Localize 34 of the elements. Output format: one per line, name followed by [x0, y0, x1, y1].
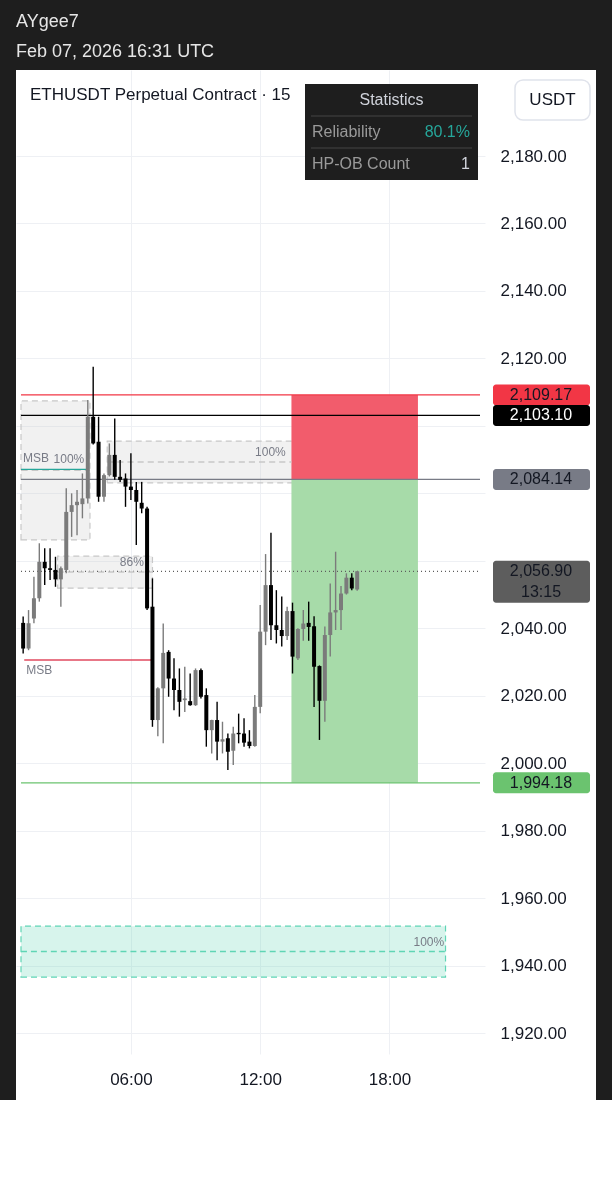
series-label: 86% [119, 555, 145, 570]
ref-line-label: 2,109.17 [509, 385, 573, 403]
x-tick-label: 06:00 [110, 1069, 153, 1089]
text: Feb 07, 2026 16:31 UTC [16, 41, 215, 61]
y-tick-label: 1,920.00 [500, 1023, 567, 1043]
ref-line-label: 1,994.18 [509, 773, 573, 791]
series-label: 100% [255, 445, 287, 460]
ref-line-label: 2,056.90 13:15 [509, 562, 573, 601]
y-tick-label: 1,940.00 [500, 956, 567, 976]
text: AYgee7 [16, 11, 79, 31]
ref-line-label: 2,103.10 [509, 406, 573, 424]
annotation: 80.1% [424, 123, 470, 140]
y-tick-label: 1,960.00 [500, 888, 567, 908]
y-axis-title: USDT [529, 90, 576, 109]
y-tick-label: 2,040.00 [500, 618, 567, 638]
series-label: MSB [26, 663, 53, 677]
y-tick-label: 2,120.00 [500, 348, 567, 368]
y-tick-label: 1,980.00 [500, 821, 567, 841]
series-label: 100% [53, 451, 85, 466]
text: ETHUSDT Perpetual Contract · 15 [30, 85, 291, 104]
annotation: 1 [461, 155, 471, 172]
x-tick-label: 18:00 [368, 1069, 412, 1089]
annotation: Statistics [359, 91, 424, 108]
x-tick-label: 12:00 [239, 1069, 282, 1089]
annotation: HP-OB Count [312, 155, 411, 172]
ref-line-label: 2,084.14 [509, 470, 573, 488]
y-tick-label: 2,020.00 [500, 686, 567, 706]
series-label: 100% [413, 934, 445, 949]
y-tick-label: 2,140.00 [500, 281, 567, 301]
series-label: MSB [23, 451, 50, 466]
y-tick-label: 2,180.00 [500, 146, 567, 166]
annotation: Reliability [312, 123, 381, 140]
y-tick-label: 2,160.00 [500, 213, 567, 233]
y-tick-label: 2,000.00 [500, 753, 567, 773]
